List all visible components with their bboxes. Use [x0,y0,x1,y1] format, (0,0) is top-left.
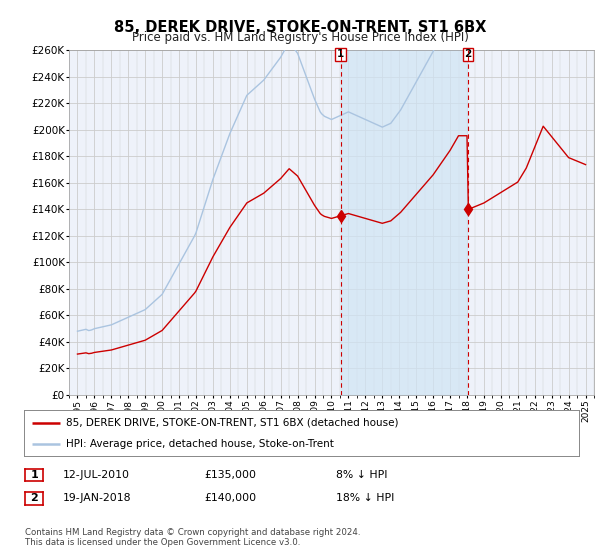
Text: 19-JAN-2018: 19-JAN-2018 [63,493,131,503]
Text: 2: 2 [464,49,472,59]
Text: £140,000: £140,000 [204,493,256,503]
Text: 1: 1 [31,470,38,480]
Text: 85, DEREK DRIVE, STOKE-ON-TRENT, ST1 6BX: 85, DEREK DRIVE, STOKE-ON-TRENT, ST1 6BX [114,20,486,35]
Text: 85, DEREK DRIVE, STOKE-ON-TRENT, ST1 6BX (detached house): 85, DEREK DRIVE, STOKE-ON-TRENT, ST1 6BX… [65,418,398,428]
Text: 8% ↓ HPI: 8% ↓ HPI [336,470,388,480]
Text: £135,000: £135,000 [204,470,256,480]
Text: 18% ↓ HPI: 18% ↓ HPI [336,493,394,503]
Text: Price paid vs. HM Land Registry's House Price Index (HPI): Price paid vs. HM Land Registry's House … [131,31,469,44]
Text: Contains HM Land Registry data © Crown copyright and database right 2024.
This d: Contains HM Land Registry data © Crown c… [25,528,361,547]
Text: HPI: Average price, detached house, Stoke-on-Trent: HPI: Average price, detached house, Stok… [65,439,334,449]
Text: 12-JUL-2010: 12-JUL-2010 [63,470,130,480]
Text: 1: 1 [337,49,344,59]
Text: 2: 2 [31,493,38,503]
